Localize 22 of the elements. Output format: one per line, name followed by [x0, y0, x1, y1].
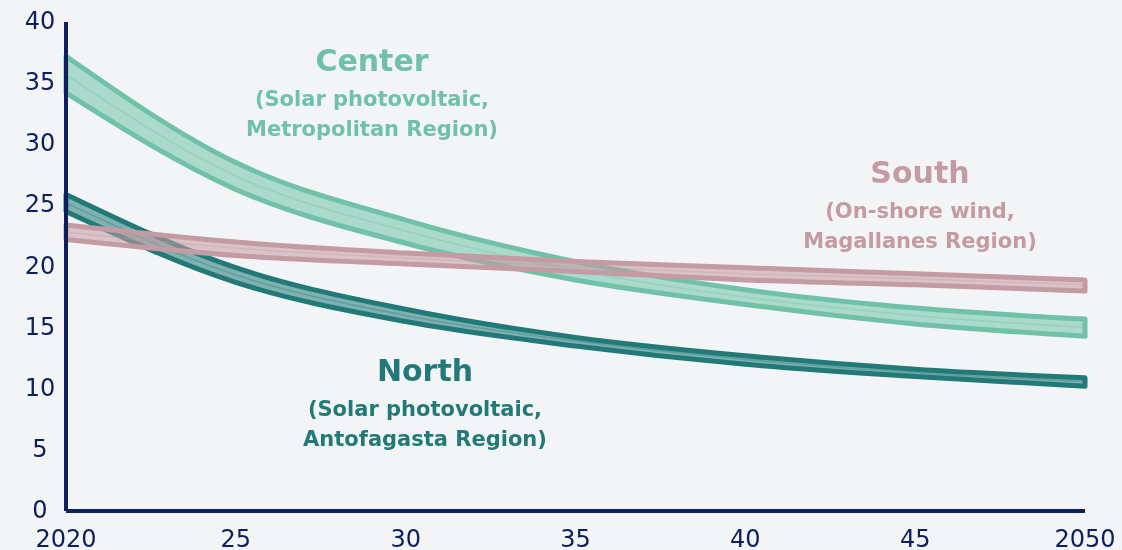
- y-tick-label: 15: [24, 312, 56, 341]
- x-tick-label: 30: [390, 525, 421, 550]
- x-tick-label: 25: [220, 525, 252, 550]
- y-tick-label: 5: [32, 434, 48, 463]
- annotation: (On-shore wind, Magallanes Region): [803, 199, 1037, 253]
- y-tick-label: 40: [24, 7, 56, 35]
- x-tick-label: 2050: [1054, 525, 1116, 550]
- x-tick-label: 2020: [35, 525, 97, 550]
- y-tick-label: 25: [24, 190, 56, 219]
- x-tick-label: 45: [899, 525, 931, 550]
- annotation: (Solar photovoltaic, Metropolitan Region): [246, 87, 498, 141]
- y-tick-label: 35: [24, 68, 56, 97]
- text: South: [870, 154, 970, 190]
- annotation: (Solar photovoltaic, Antofagasta Region): [303, 397, 547, 451]
- y-tick-label: 30: [24, 129, 56, 158]
- series-label: North: [376, 352, 474, 388]
- y-tick-label: 20: [24, 251, 56, 280]
- x-tick-label: 35: [560, 525, 591, 550]
- text: Center: [315, 42, 429, 78]
- y-tick-label: 0: [32, 496, 48, 524]
- y-tick-label: 10: [24, 373, 56, 402]
- x-tick-label: 40: [730, 525, 761, 550]
